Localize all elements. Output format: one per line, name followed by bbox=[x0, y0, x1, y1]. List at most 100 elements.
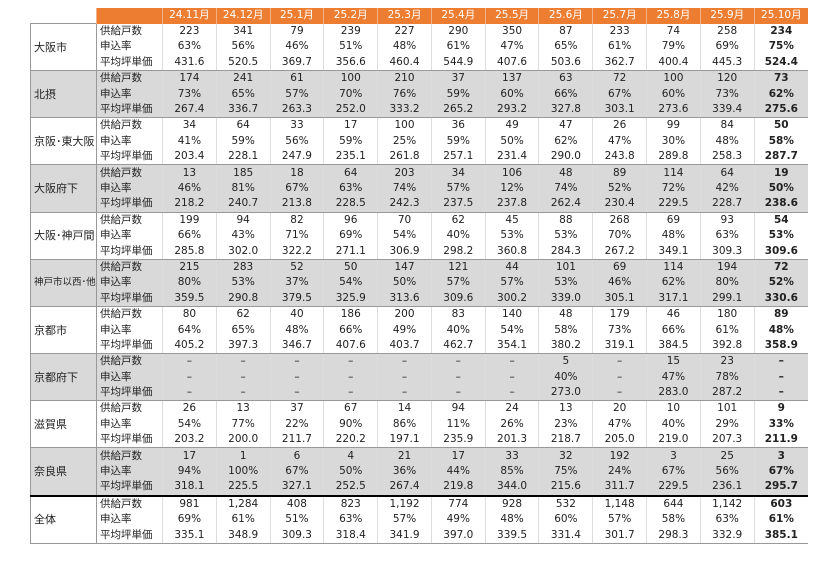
corner bbox=[30, 8, 97, 24]
cell-value: 349.1 bbox=[646, 243, 701, 260]
cell-value: 69% bbox=[699, 39, 755, 55]
cell-value: 79% bbox=[646, 39, 701, 55]
cell-value: 290.0 bbox=[538, 149, 593, 166]
cell-value: 60% bbox=[538, 512, 593, 528]
cell-value: 67% bbox=[592, 86, 647, 102]
cell-value: 219.0 bbox=[646, 432, 701, 449]
cell-value: 101 bbox=[538, 259, 593, 276]
column-header: 25.10月 bbox=[753, 8, 808, 24]
cell-value: 267.2 bbox=[592, 243, 647, 260]
data-row: 申込率 64% 65% 48% 66% 49% 40% 54% 58% 73% 66% 61% 48% bbox=[31, 322, 808, 338]
cell-value: 88 bbox=[538, 212, 593, 228]
cell-value: 73% bbox=[162, 86, 217, 102]
cell-value: 99 bbox=[646, 117, 701, 134]
cell-value: 52% bbox=[592, 180, 647, 197]
row-label: 平均坪単価 bbox=[96, 54, 163, 72]
region-name: 大阪･神戸間 bbox=[30, 211, 97, 260]
row-label: 供給戸数 bbox=[96, 117, 163, 134]
cell-value: 59% bbox=[323, 133, 378, 150]
cell-value: 247.9 bbox=[269, 149, 324, 166]
row-label: 平均坪単価 bbox=[96, 243, 163, 260]
cell-value: 100% bbox=[215, 463, 271, 480]
cell-value: – bbox=[269, 384, 324, 402]
cell-value: 203.2 bbox=[162, 432, 217, 449]
cell-value: 57% bbox=[377, 512, 432, 528]
row-label: 平均坪単価 bbox=[96, 101, 163, 119]
cell-value: 93 bbox=[699, 212, 755, 228]
cell-value: 201.3 bbox=[484, 432, 539, 449]
cell-value: 67% bbox=[753, 463, 808, 480]
cell-value: 62 bbox=[215, 306, 271, 323]
cell-value: – bbox=[430, 384, 486, 402]
cell-value: 359.5 bbox=[162, 290, 217, 307]
row-label: 供給戸数 bbox=[96, 494, 163, 512]
cell-value: 228.5 bbox=[323, 196, 378, 213]
data-row: 申込率 69% 61% 51% 63% 57% 49% 48% 60% 57% 58% 63% 61% bbox=[31, 512, 808, 528]
cell-value: 89 bbox=[753, 306, 808, 323]
cell-value: 61% bbox=[592, 39, 647, 55]
cell-value: 524.4 bbox=[753, 54, 808, 72]
cell-value: 397.3 bbox=[215, 337, 271, 355]
cell-value: 61 bbox=[269, 70, 324, 87]
cell-value: 83 bbox=[430, 306, 486, 323]
cell-value: 65% bbox=[538, 39, 593, 55]
cell-value: 230.4 bbox=[592, 196, 647, 213]
region-name: 神戸市以西･他 bbox=[30, 258, 97, 307]
cell-value: 267.4 bbox=[162, 101, 217, 119]
column-header: 24.11月 bbox=[162, 8, 217, 24]
cell-value: 174 bbox=[162, 70, 217, 87]
cell-value: 211.7 bbox=[269, 432, 324, 449]
cell-value: 75% bbox=[538, 463, 593, 480]
data-row: 平均坪単価 318.1 225.5 327.1 252.5 267.4 219.8 344.0… bbox=[31, 479, 808, 497]
cell-value: 114 bbox=[646, 164, 701, 181]
cell-value: 262.4 bbox=[538, 196, 593, 213]
cell-value: 40% bbox=[430, 227, 486, 244]
cell-value: 283.0 bbox=[646, 384, 701, 402]
cell-value: 54% bbox=[162, 416, 217, 433]
cell-value: 200.0 bbox=[215, 432, 271, 449]
cell-value: 50% bbox=[753, 180, 808, 197]
cell-value: 63 bbox=[538, 70, 593, 87]
cell-value: 403.7 bbox=[377, 337, 432, 355]
cell-value: 309.6 bbox=[753, 243, 808, 260]
row-label: 申込率 bbox=[96, 369, 163, 385]
cell-value: 70% bbox=[592, 227, 647, 244]
cell-value: 101 bbox=[699, 400, 755, 417]
cell-value: 33 bbox=[484, 447, 539, 464]
cell-value: 63% bbox=[699, 227, 755, 244]
data-row: 大阪府下 供給戸数 13 185 18 64 203 34 106 48 89 114 64 19 bbox=[30, 164, 808, 213]
cell-value: 227 bbox=[377, 23, 432, 40]
cell-value: 60% bbox=[646, 86, 701, 102]
cell-value: 369.7 bbox=[269, 54, 324, 72]
cell-value: 462.7 bbox=[430, 337, 486, 355]
data-row: 申込率 73% 65% 57% 70% 76% 59% 60% 66% 67% 60% 73% 62% bbox=[31, 86, 808, 102]
cell-value: 65% bbox=[215, 322, 271, 338]
cell-value: 229.5 bbox=[646, 196, 701, 213]
cell-value: 53% bbox=[538, 227, 593, 244]
cell-value: 243.8 bbox=[592, 149, 647, 166]
cell-value: 75% bbox=[753, 39, 808, 55]
cell-value: – bbox=[215, 384, 271, 402]
cell-value: 362.7 bbox=[592, 54, 647, 72]
row-label: 申込率 bbox=[96, 86, 163, 102]
cell-value: – bbox=[377, 353, 432, 370]
cell-value: 290.8 bbox=[215, 290, 271, 307]
cell-value: 460.4 bbox=[377, 54, 432, 72]
cell-value: 299.1 bbox=[699, 290, 755, 307]
cell-value: 339.4 bbox=[699, 101, 755, 119]
cell-value: – bbox=[753, 369, 808, 385]
cell-value: 293.2 bbox=[484, 101, 539, 119]
cell-value: 283 bbox=[215, 259, 271, 276]
cell-value: 69% bbox=[323, 227, 378, 244]
corner bbox=[96, 8, 163, 24]
cell-value: – bbox=[592, 369, 647, 385]
cell-value: 289.8 bbox=[646, 149, 701, 166]
cell-value: 240.7 bbox=[215, 196, 271, 213]
cell-value: 13 bbox=[215, 400, 271, 417]
cell-value: 346.7 bbox=[269, 337, 324, 355]
region-name: 京都市 bbox=[30, 305, 97, 355]
row-label: 供給戸数 bbox=[96, 447, 163, 464]
cell-value: – bbox=[484, 369, 539, 385]
cell-value: 200 bbox=[377, 306, 432, 323]
cell-value: 89 bbox=[592, 164, 647, 181]
